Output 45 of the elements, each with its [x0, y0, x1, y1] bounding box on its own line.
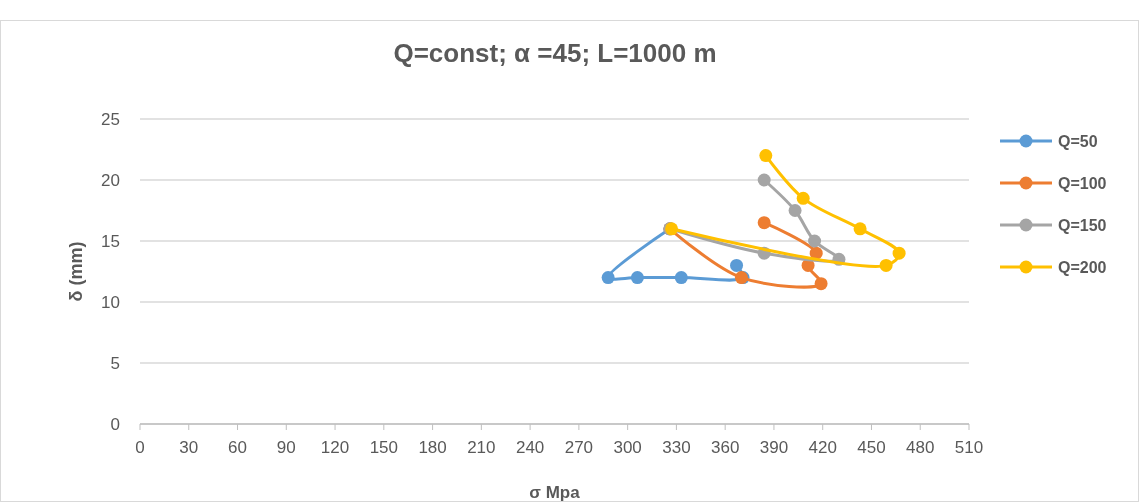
point	[757, 216, 771, 230]
x-tick-label: 420	[808, 438, 837, 457]
chart-title: Q=const; α =45; L=1000 m	[393, 38, 717, 68]
point	[879, 258, 893, 272]
y-tick-label: 10	[101, 293, 120, 312]
y-tick-label: 5	[110, 354, 120, 373]
point	[630, 271, 644, 285]
point	[808, 234, 822, 248]
point	[788, 204, 802, 217]
legend-label: Q=200	[1058, 259, 1107, 276]
x-tick-label: 30	[179, 438, 199, 457]
x-tick-label: 510	[954, 438, 984, 457]
legend-label: Q=50	[1058, 133, 1098, 150]
x-tick-label: 180	[418, 438, 447, 457]
point	[796, 191, 810, 205]
y-tick-label: 0	[110, 415, 120, 434]
x-tick-label: 120	[320, 438, 350, 457]
point	[853, 222, 867, 236]
point	[601, 271, 615, 285]
y-tick-label: 25	[101, 110, 120, 129]
point	[674, 271, 688, 285]
x-tick-label: 360	[710, 438, 740, 457]
point	[759, 149, 773, 163]
x-tick-label: 0	[135, 438, 145, 457]
x-axis-title: σ Mpa	[529, 483, 581, 502]
x-tick-label: 210	[467, 438, 496, 457]
x-tick-label: 450	[857, 438, 886, 457]
point	[814, 277, 828, 291]
x-tick-label: 270	[564, 438, 594, 457]
point	[757, 173, 771, 187]
x-tick-label: 60	[228, 438, 247, 457]
y-axis-title: δ (mm)	[66, 241, 86, 302]
legend-label: Q=100	[1058, 175, 1107, 192]
x-tick-label: 150	[369, 438, 399, 457]
point	[892, 246, 906, 260]
x-tick-label: 240	[515, 438, 545, 457]
y-tick-label: 15	[101, 232, 120, 251]
x-tick-label: 480	[906, 438, 935, 457]
x-tick-label: 330	[662, 438, 691, 457]
legend-label: Q=150	[1058, 217, 1107, 234]
y-tick-label: 20	[101, 171, 120, 190]
x-tick-label: 390	[759, 438, 789, 457]
x-tick-label: 300	[613, 438, 642, 457]
point	[730, 258, 744, 272]
x-tick-label: 90	[276, 438, 296, 457]
